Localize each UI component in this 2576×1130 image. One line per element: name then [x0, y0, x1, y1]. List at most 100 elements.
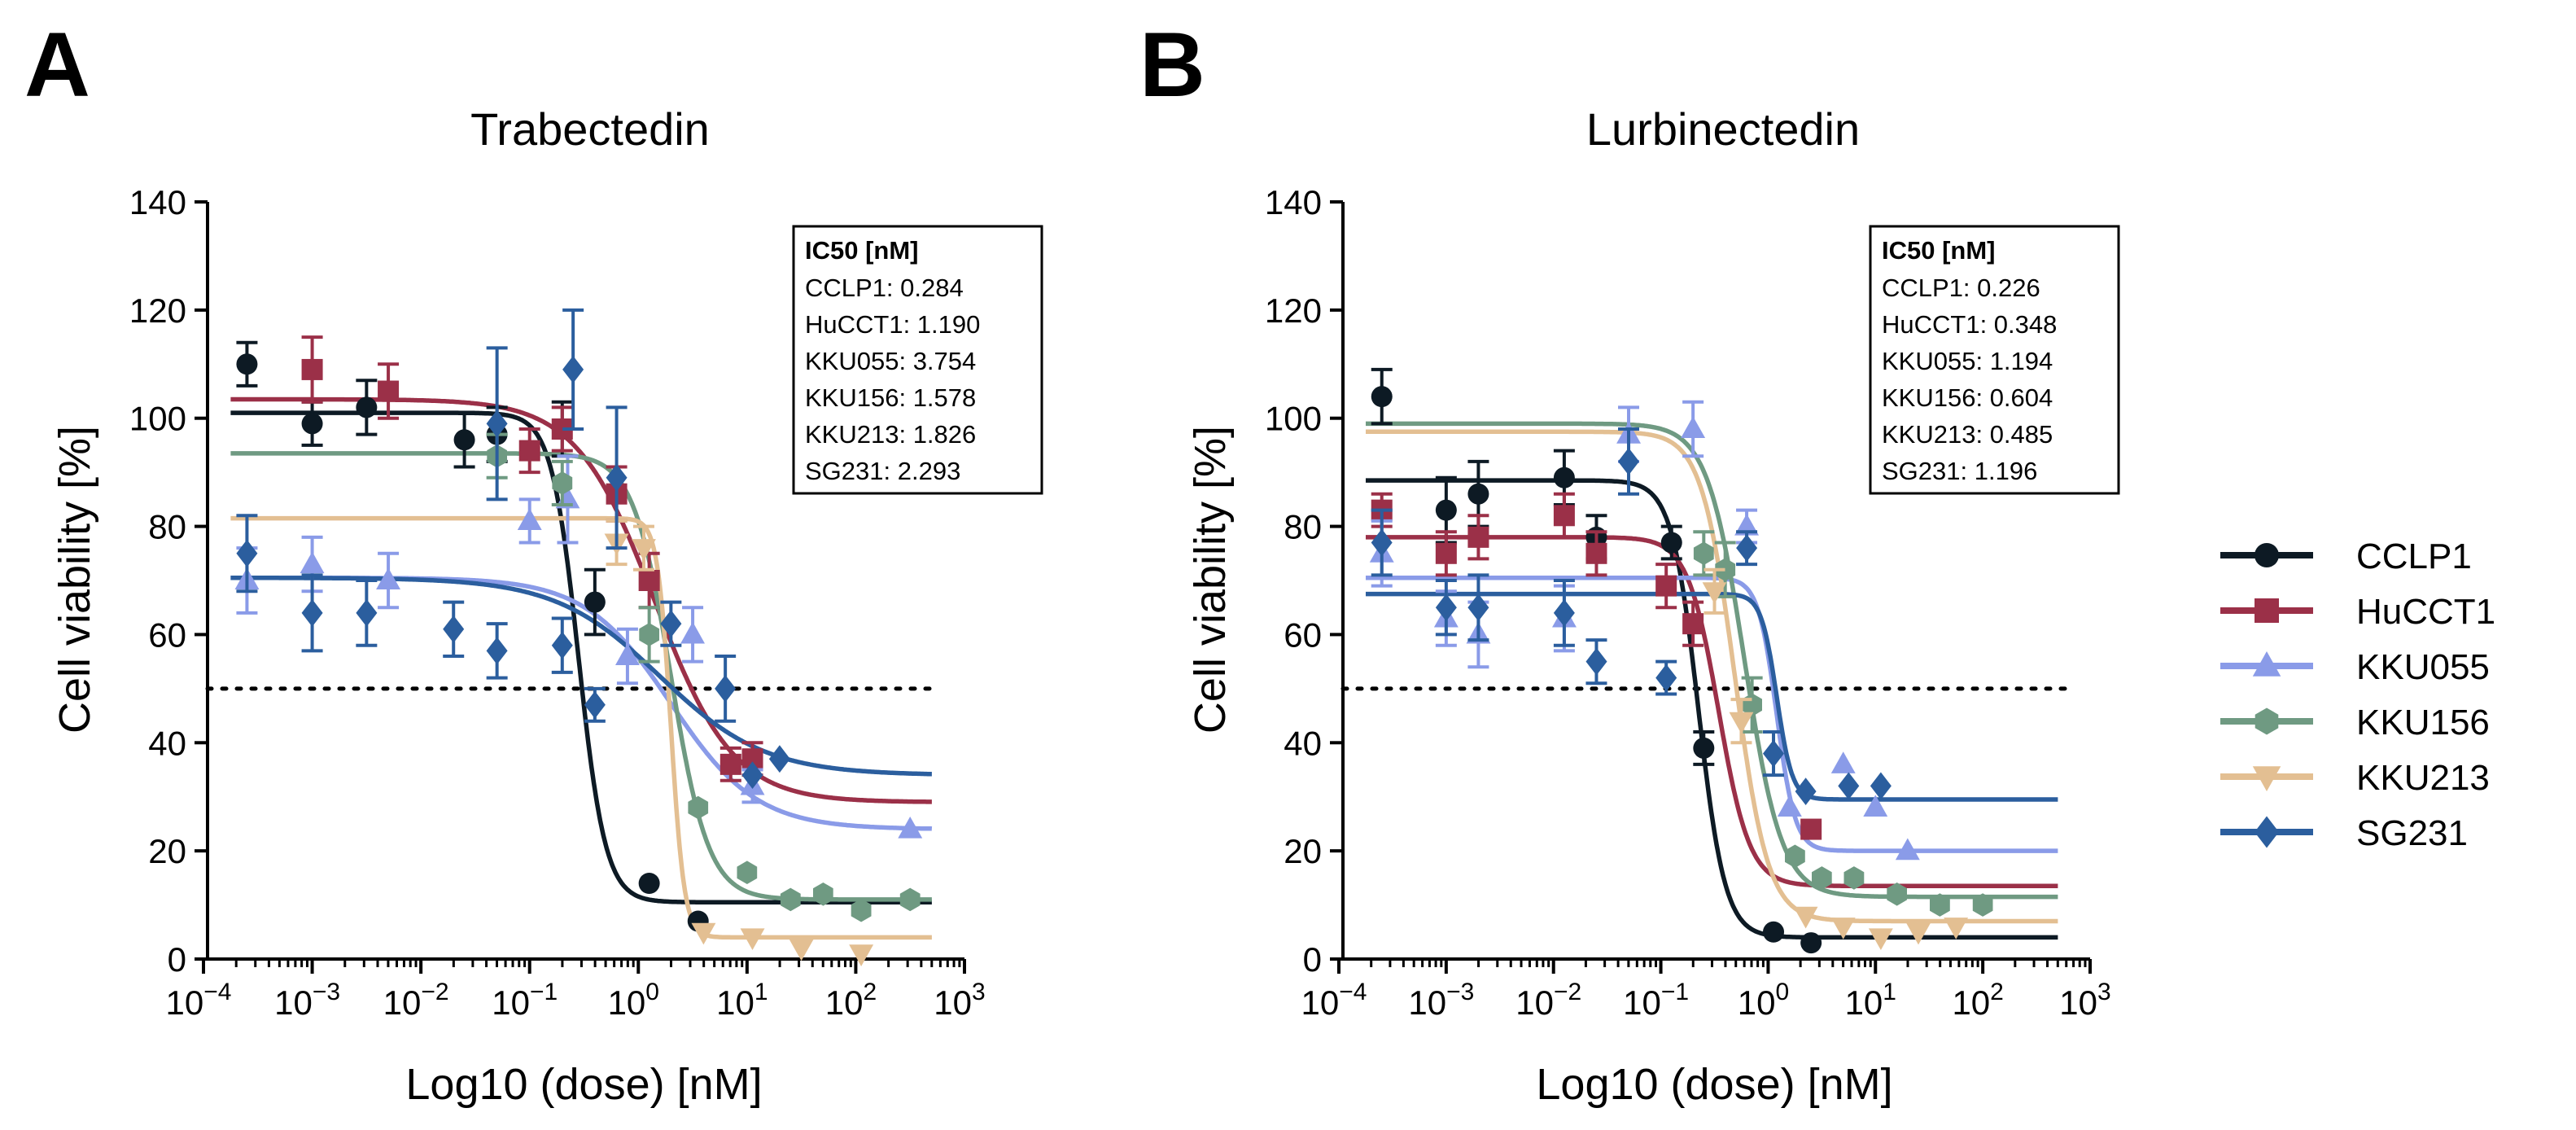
data-point: [584, 690, 606, 719]
data-point: [789, 939, 814, 961]
fit-curve-SG231: [1366, 591, 2058, 802]
series-KKU156: [486, 432, 921, 922]
data-point: [1895, 838, 1920, 861]
data-point: [615, 643, 640, 665]
y-tick-label: 0: [168, 940, 186, 979]
data-point: [1693, 737, 1715, 759]
data-point: [1734, 514, 1759, 536]
legend-entry-KKU213: KKU213: [2220, 758, 2490, 798]
y-tick-label: 100: [1265, 400, 1322, 438]
data-point: [1655, 575, 1677, 597]
x-tick-label: 10−1: [492, 979, 558, 1022]
data-point: [1682, 613, 1704, 635]
data-point: [1702, 582, 1727, 604]
legend-marker: [2255, 707, 2279, 735]
data-point: [1585, 647, 1607, 676]
data-point: [1868, 928, 1893, 950]
data-point: [551, 631, 573, 659]
y-tick-label: 120: [1265, 291, 1322, 330]
data-point: [1795, 777, 1817, 805]
x-tick-label: 10−4: [166, 979, 232, 1022]
legend-marker: [2252, 651, 2281, 677]
legend-entry-CCLP1: CCLP1: [2220, 537, 2472, 576]
data-point: [688, 795, 709, 820]
legend-entry-KKU055: KKU055: [2220, 647, 2490, 687]
data-point: [1553, 505, 1575, 527]
data-point: [301, 599, 323, 627]
data-point: [236, 353, 258, 375]
ic50-box-frame: [792, 225, 1043, 495]
x-tick-label: 10−4: [1301, 979, 1367, 1022]
data-point: [691, 922, 716, 945]
ic50-value: KKU055: 1.194: [1882, 347, 2053, 375]
data-point: [741, 761, 763, 789]
data-point: [606, 463, 628, 492]
data-point: [1467, 593, 1489, 622]
series-KKU055: [1369, 400, 1920, 861]
ic50-value: KKU055: 3.754: [805, 347, 976, 375]
data-point: [1467, 526, 1489, 548]
legend-entry-SG231: SG231: [2220, 813, 2468, 853]
data-point: [552, 471, 573, 495]
x-tick-label: 10−2: [383, 979, 449, 1022]
ic50-title: IC50 [nM]: [1882, 236, 1996, 265]
panel-A: A Trabectedin 0 20 40 60 80 100 120 140 10−4 10−3 10…: [24, 14, 1043, 1109]
legend-marker: [2252, 766, 2281, 791]
data-point: [300, 551, 325, 574]
data-point: [1467, 483, 1489, 505]
fit-curve-CCLP1: [230, 410, 932, 904]
data-point: [1435, 499, 1457, 521]
ic50-title: IC50 [nM]: [805, 236, 919, 265]
series-KKU156: [1693, 530, 1993, 917]
data-point: [680, 621, 705, 644]
data-point: [1553, 599, 1575, 627]
x-tick-label: 102: [1952, 979, 2003, 1022]
data-point: [851, 898, 872, 922]
ic50-value: KKU213: 1.826: [805, 420, 976, 449]
x-tick-label: 103: [934, 979, 985, 1022]
y-tick-label: 60: [148, 615, 186, 654]
data-point: [1930, 893, 1950, 917]
data-point: [1800, 932, 1822, 954]
ic50-box-frame: [1869, 225, 2120, 495]
legend-marker: [2255, 598, 2279, 623]
data-point: [1830, 918, 1856, 939]
data-point: [1693, 541, 1714, 566]
data-point: [849, 944, 874, 966]
y-tick-label: 20: [148, 832, 186, 870]
data-point: [1812, 866, 1832, 890]
data-point: [1777, 795, 1802, 817]
panel-letter: B: [1139, 14, 1205, 116]
x-tick-label: 10−3: [1408, 979, 1474, 1022]
y-tick-label: 40: [148, 724, 186, 762]
legend-entry-HuCCT1: HuCCT1: [2220, 592, 2495, 632]
data-point: [632, 539, 656, 561]
y-axis-label: Cell viability [%]: [50, 426, 99, 734]
data-point: [639, 623, 659, 646]
ic50-box: IC50 [nM] CCLP1: 0.226 HuCCT1: 0.348 KKU055…: [1869, 225, 2120, 495]
fit-curve-SG231: [230, 575, 932, 777]
ic50-value: KKU156: 1.578: [805, 383, 976, 412]
ic50-value: CCLP1: 0.226: [1882, 274, 2040, 302]
fit-curve-KKU213: [230, 515, 932, 940]
ic50-value: CCLP1: 0.284: [805, 274, 964, 302]
data-point: [1371, 386, 1393, 408]
data-point: [486, 410, 508, 438]
legend-label: KKU156: [2356, 703, 2490, 742]
data-point: [899, 887, 921, 912]
data-point: [1585, 542, 1607, 564]
legend-marker: [2255, 543, 2279, 567]
data-point: [1906, 922, 1931, 945]
data-point: [1785, 844, 1805, 869]
x-tick-label: 10−2: [1515, 979, 1581, 1022]
x-tick-label: 101: [1845, 979, 1896, 1022]
y-tick-label: 0: [1303, 940, 1322, 979]
data-point: [376, 567, 400, 589]
y-tick-label: 60: [1284, 615, 1322, 654]
data-point: [719, 753, 741, 775]
data-point: [1618, 448, 1639, 475]
data-point: [1887, 883, 1907, 906]
legend-label: KKU055: [2356, 647, 2490, 687]
y-tick-label: 100: [129, 400, 186, 438]
data-point: [1715, 558, 1736, 581]
